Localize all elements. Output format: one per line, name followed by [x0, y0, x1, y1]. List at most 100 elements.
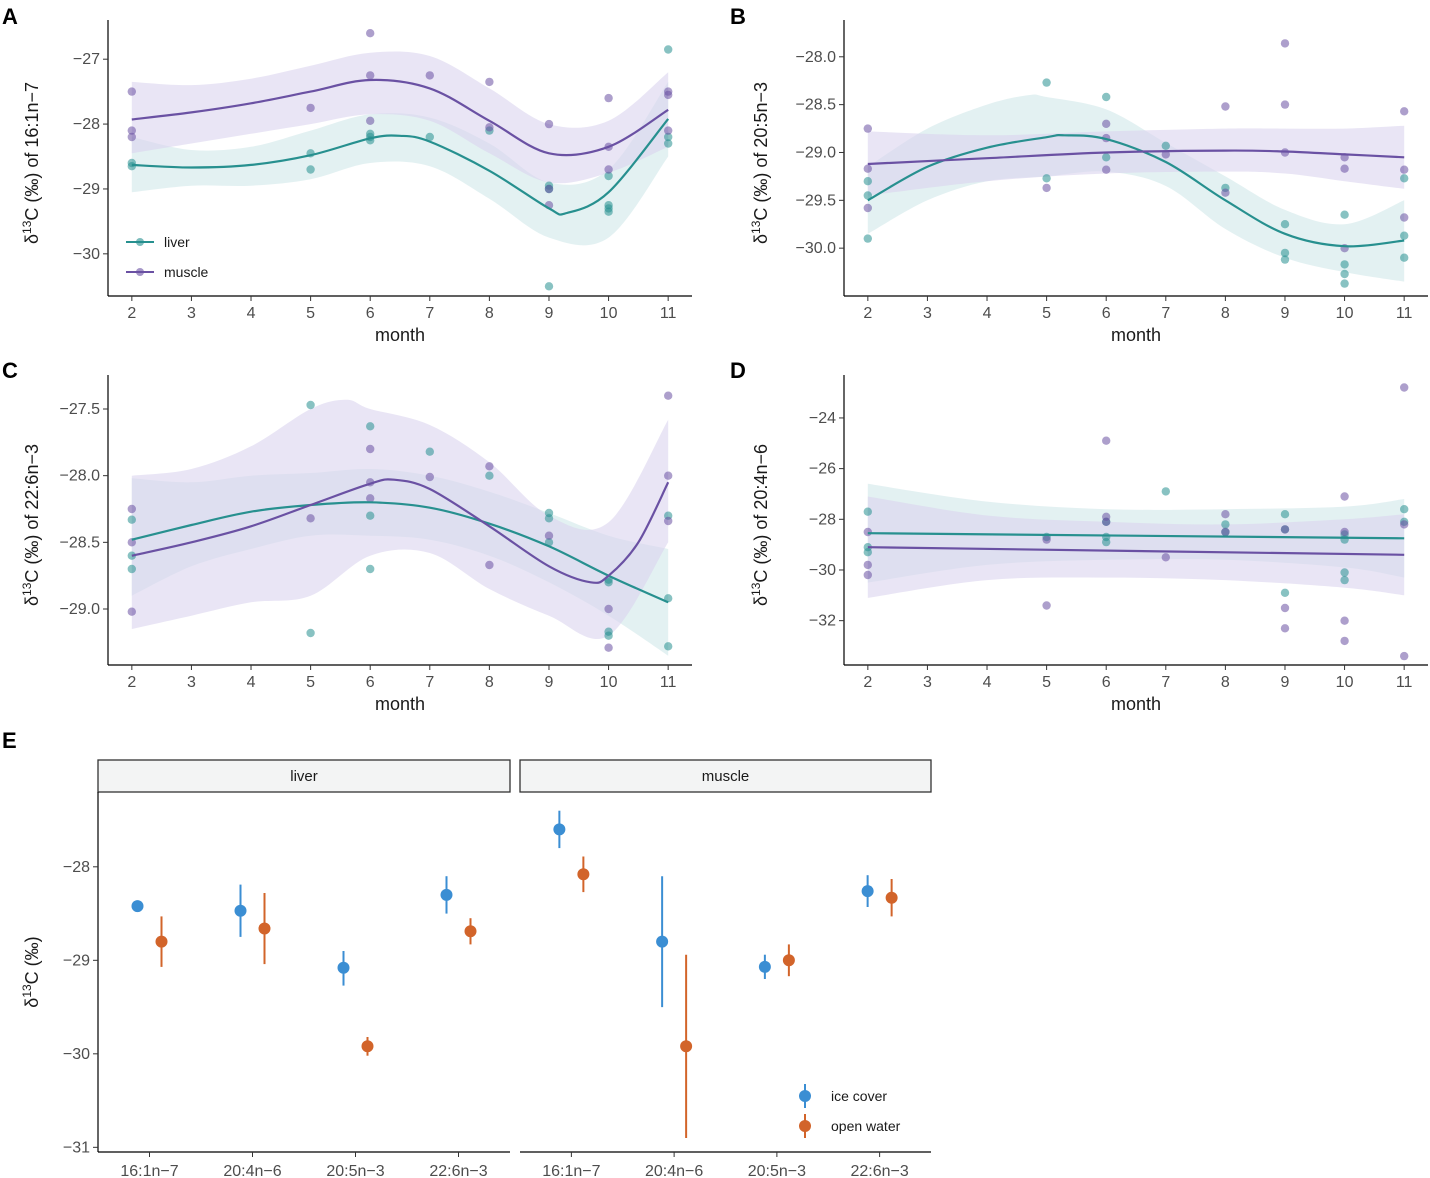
x-tick-label: 6: [1102, 305, 1111, 322]
liver-point: [127, 515, 136, 524]
muscle-point: [306, 514, 315, 523]
y-tick-label: −30.0: [796, 240, 837, 257]
panel-c-plot: 2 3 4 5 6 7 8 9 10 11 −27.5 −28.0 −28.5 −29.0 month δ13…: [20, 375, 692, 714]
liver-point: [1102, 153, 1111, 162]
x-tick-label: 9: [545, 305, 554, 322]
muscle-point: [1340, 616, 1349, 625]
muscle-point: [1042, 183, 1051, 193]
muscle-point: [1340, 492, 1349, 501]
muscle-point: [1042, 535, 1051, 544]
x-tick-label: 2: [863, 305, 872, 322]
muscle-point: [604, 165, 613, 174]
y-tick-label: −30: [809, 562, 836, 579]
muscle-point: [1102, 517, 1111, 526]
muscle-confidence-ribbon: [867, 125, 1405, 196]
muscle-point: [1280, 525, 1290, 534]
muscle-point: [485, 462, 494, 471]
muscle-point: [1102, 119, 1111, 128]
x-tick-label: 11: [660, 305, 677, 322]
ice-cover-point: [656, 935, 669, 948]
muscle-point: [127, 126, 136, 135]
x-tick-label: 8: [485, 305, 494, 322]
liver-point: [604, 207, 613, 216]
y-tick-label: −29.5: [796, 192, 837, 209]
y-tick-label: −28.5: [60, 534, 101, 551]
liver-point: [425, 132, 434, 142]
open-water-point: [577, 868, 590, 881]
muscle-point: [664, 471, 673, 480]
muscle-point: [127, 607, 136, 616]
liver-point: [544, 514, 554, 523]
muscle-point: [1280, 100, 1290, 109]
panel-a-plot: 2 3 4 5 6 7 8 9 10 11 −27 −28 −29 −30 month δ13C (‰) of…: [20, 20, 692, 345]
open-water-point: [782, 954, 795, 967]
liver-fit-line: [867, 134, 1405, 248]
y-axis-title: δ13C (‰) of 16:1n−7: [20, 82, 42, 244]
x-tick-label: 11: [1396, 674, 1413, 691]
panel-letter-e: E: [2, 728, 17, 753]
liver-point: [863, 507, 872, 516]
liver-point: [306, 165, 315, 174]
muscle-point: [664, 516, 673, 526]
muscle-point: [604, 643, 613, 652]
panel-letter-d: D: [730, 358, 746, 383]
muscle-fit-line: [131, 78, 669, 157]
liver-point: [863, 191, 872, 200]
muscle-point: [1042, 601, 1051, 610]
open-water-point: [680, 1040, 693, 1053]
muscle-point: [366, 29, 375, 38]
muscle-point: [1102, 436, 1111, 445]
liver-point: [1280, 255, 1290, 264]
liver-point: [127, 162, 136, 171]
liver-point: [604, 171, 613, 181]
legend-point-muscle: [136, 268, 144, 276]
muscle-point: [127, 132, 136, 142]
x-tick-label: 3: [187, 674, 196, 691]
muscle-point: [544, 531, 554, 540]
muscle-point: [863, 527, 872, 537]
panel-letter-c: C: [2, 358, 18, 383]
liver-confidence-ribbon: [131, 81, 669, 246]
y-axis-title: δ13C (‰) of 20:4n−6: [749, 444, 771, 606]
panel-b-plot: 2 3 4 5 6 7 8 9 10 11 −28.0 −28.5 −29.0 −29.5 −30.0 mon…: [749, 20, 1428, 345]
legend-label-ice-cover: ice cover: [831, 1088, 887, 1104]
muscle-point: [664, 391, 673, 400]
muscle-point: [1400, 520, 1409, 529]
x-tick-label: 6: [366, 305, 375, 322]
x-tick-label: 9: [545, 674, 554, 691]
ice-cover-point: [861, 885, 874, 898]
muscle-point: [1280, 603, 1290, 613]
liver-point: [306, 400, 315, 410]
muscle-point: [425, 71, 434, 80]
liver-point: [1340, 269, 1349, 279]
muscle-point: [1400, 651, 1409, 661]
muscle-point: [127, 87, 136, 96]
liver-point: [863, 234, 872, 243]
liver-point: [664, 132, 673, 142]
liver-point: [1102, 92, 1111, 102]
x-tick-label: 11: [660, 674, 677, 691]
x-tick-label: 10: [600, 305, 618, 322]
liver-point: [544, 282, 554, 291]
y-tick-label: −28: [73, 116, 100, 133]
x-tick-label: 4: [247, 305, 256, 322]
muscle-point: [604, 93, 613, 103]
liver-point: [664, 45, 673, 54]
muscle-point: [366, 444, 375, 454]
liver-point: [1340, 210, 1349, 219]
muscle-point: [1280, 39, 1290, 48]
facet-strip-liver: [97, 759, 511, 793]
legend-label-liver: liver: [164, 234, 190, 250]
muscle-confidence-ribbon: [131, 51, 669, 184]
muscle-point: [863, 560, 872, 570]
liver-point: [1042, 174, 1051, 183]
y-tick-label: −28.5: [796, 97, 837, 114]
panel-d-plot: 2 3 4 5 6 7 8 9 10 11 −24 −26 −28 −30 −32 month δ13C (‰)…: [749, 375, 1428, 714]
liver-point: [604, 631, 613, 640]
muscle-point: [485, 123, 494, 132]
x-tick-label: 6: [366, 674, 375, 691]
liver-confidence-ribbon: [867, 94, 1405, 282]
ice-cover-point: [758, 960, 771, 973]
x-tick-label: 3: [187, 305, 196, 322]
x-tick-label: 8: [1221, 305, 1230, 322]
